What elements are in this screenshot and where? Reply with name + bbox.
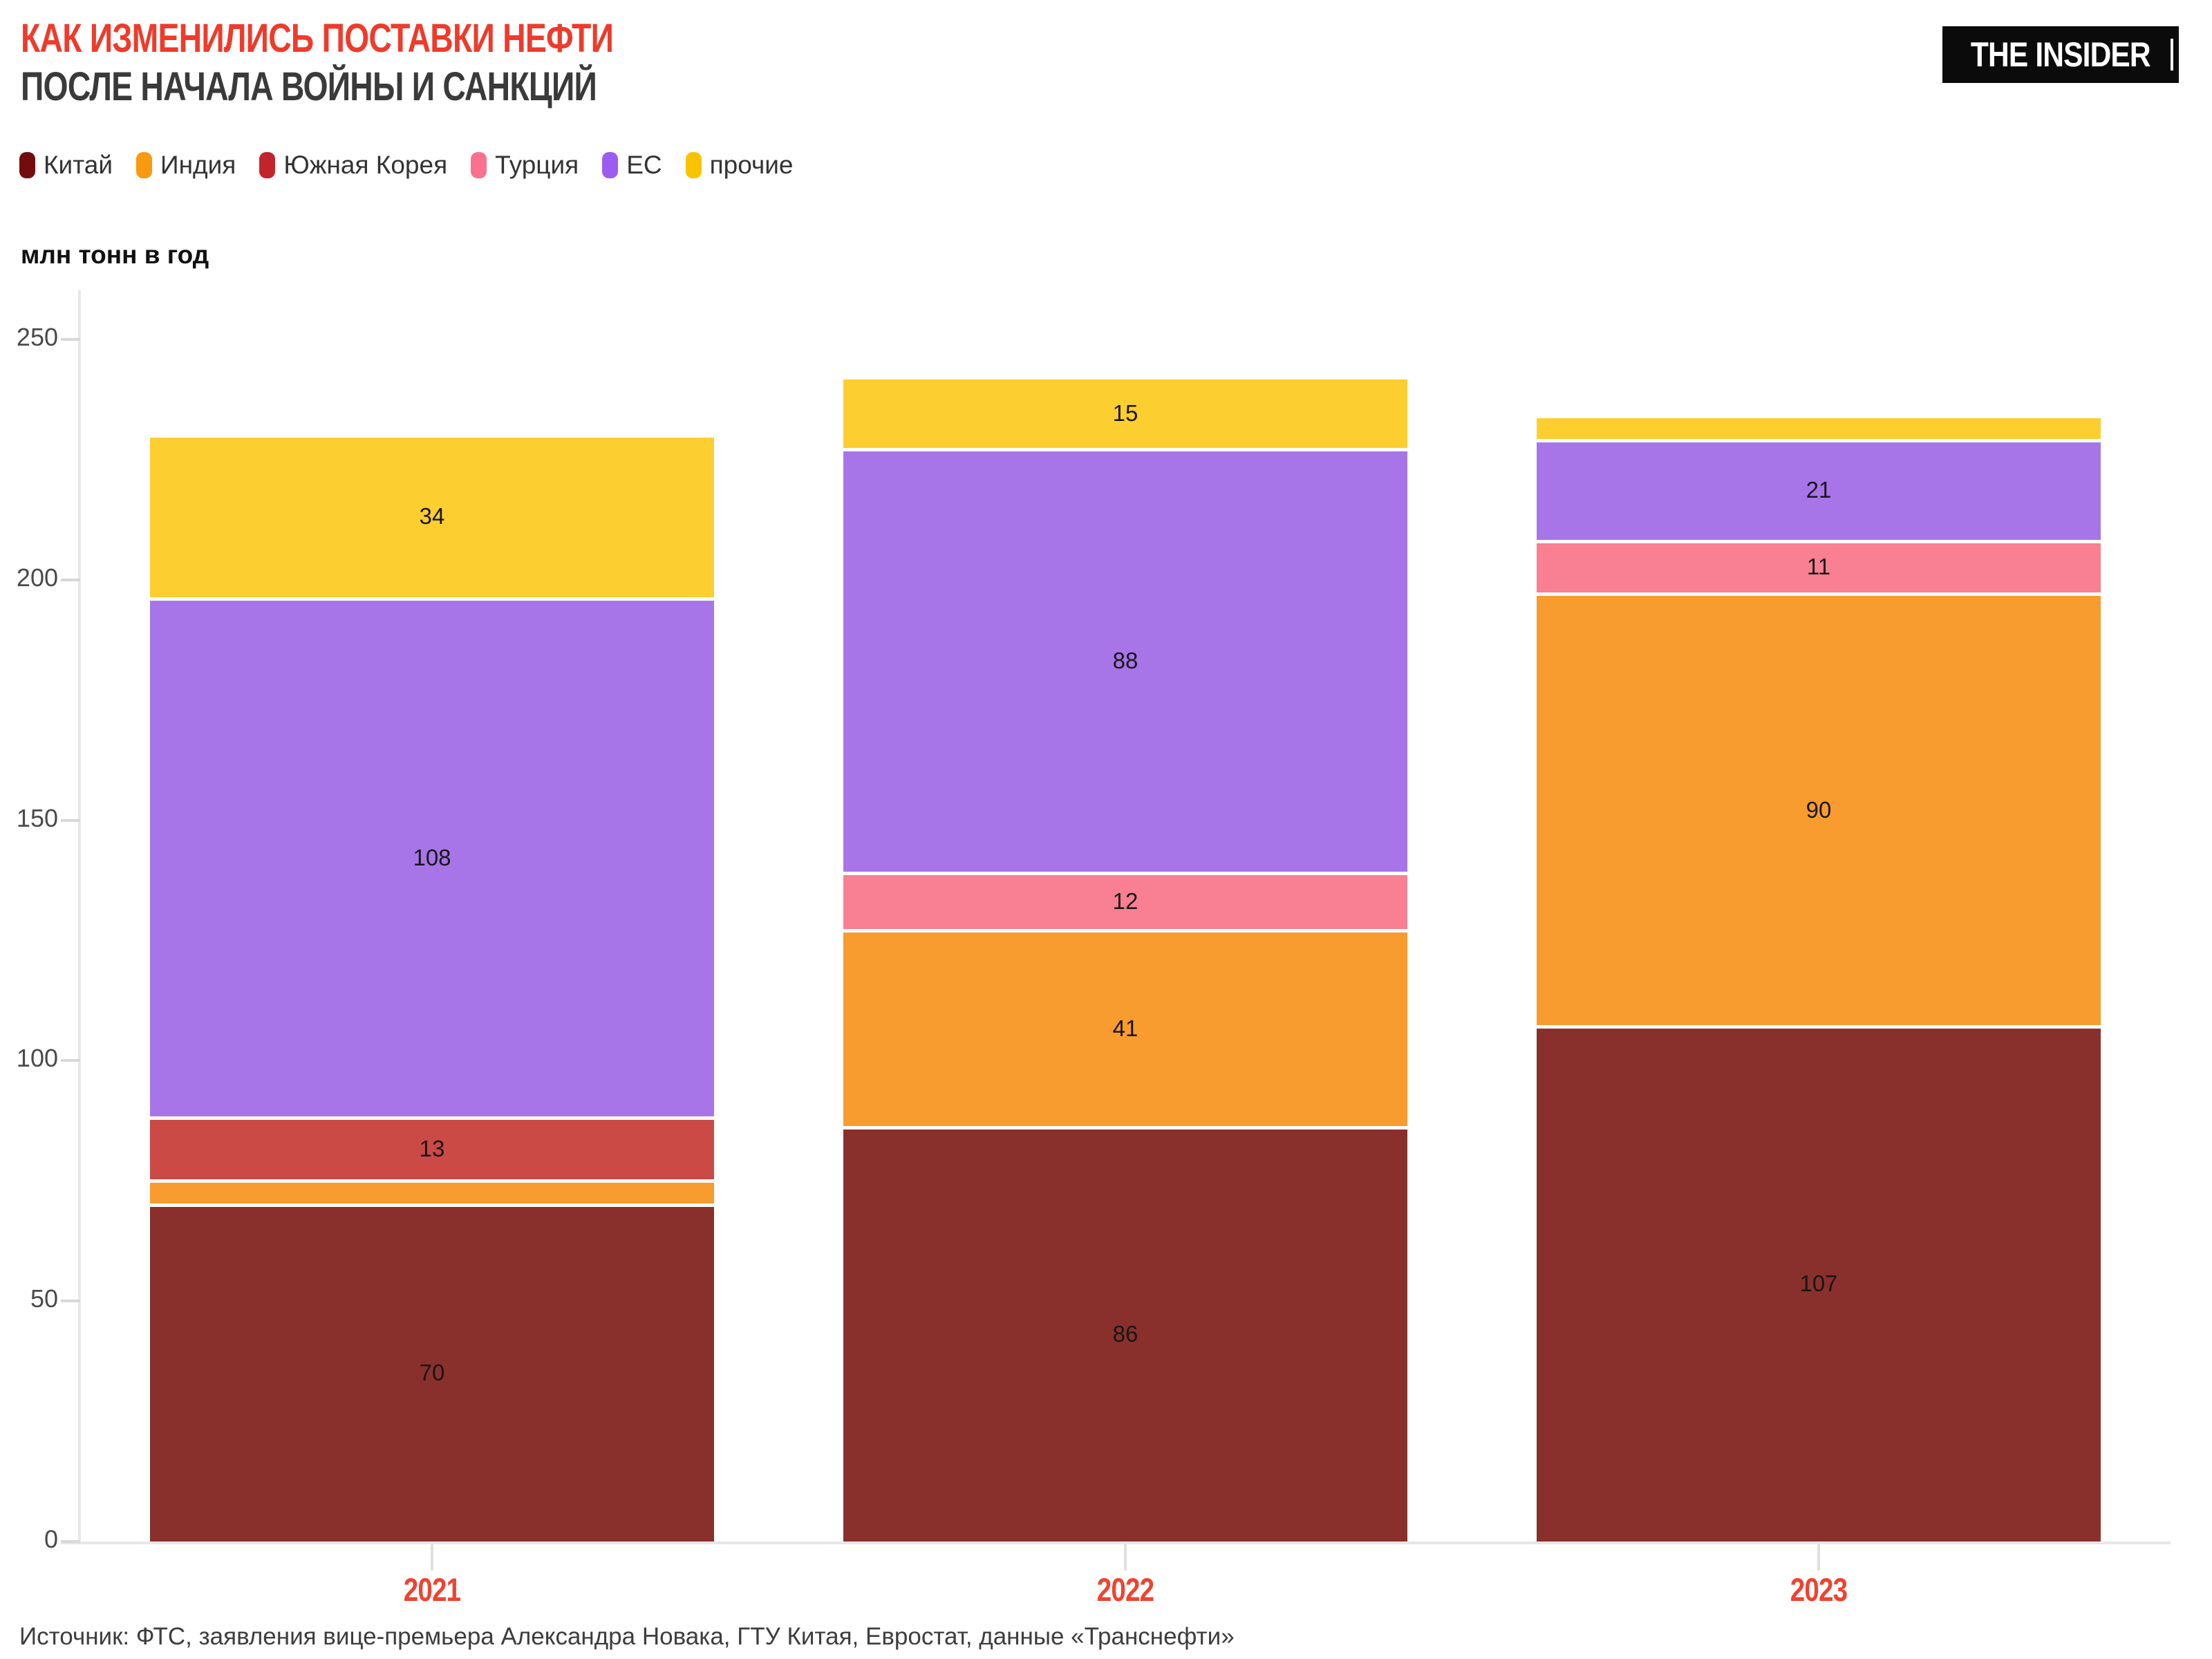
bar-segment-2021-Китай: [150, 1206, 714, 1541]
bar-value-label: 21: [1806, 477, 1832, 503]
legend-swatch-icon: [136, 152, 152, 178]
legend-swatch-icon: [602, 152, 619, 178]
bar-segment-2021-Индия: [150, 1182, 714, 1203]
y-tick-mark: [61, 338, 80, 341]
y-tick-mark: [61, 818, 80, 822]
legend-item-1: Индия: [136, 151, 236, 180]
y-tick-mark: [61, 1300, 80, 1303]
x-axis-line: [61, 1541, 2171, 1544]
y-tick-label: 150: [16, 803, 58, 832]
bar-value-label: 41: [1112, 1015, 1138, 1042]
bar-value-label: 12: [1112, 888, 1138, 914]
bar-value-label: 86: [1112, 1320, 1138, 1347]
y-tick-mark: [61, 578, 80, 581]
bar-segment-2023-Турция: [1537, 543, 2101, 593]
source-note: Источник: ФТС, заявления вице-премьера А…: [19, 1623, 1235, 1650]
page-title-text: КАК ИЗМЕНИЛИСЬ ПОСТАВКИ НЕФТИ: [21, 16, 614, 61]
bar-value-label: 90: [1806, 796, 1832, 823]
bar-segment-2023-Индия: [1537, 596, 2101, 1026]
legend-label: прочие: [709, 151, 794, 179]
legend-swatch-icon: [471, 152, 487, 178]
bar-value-label: 11: [1806, 554, 1831, 580]
x-category-label-2023: 2023: [1790, 1571, 1848, 1608]
legend-swatch-icon: [685, 152, 702, 178]
chart-legend: Китай Индия Южная Корея Турция ЕС прочие: [19, 151, 794, 180]
legend-item-5: прочие: [685, 151, 794, 180]
logo-cursor-bar: [2171, 39, 2173, 71]
y-tick-mark: [61, 1540, 80, 1543]
y-tick-label: 0: [44, 1525, 58, 1553]
y-tick-label: 200: [16, 563, 58, 592]
bar-segment-2023-Китай: [1537, 1029, 2101, 1541]
bar-segment-2022-Китай: [843, 1130, 1407, 1541]
legend-label: Южная Корея: [283, 151, 448, 179]
page-subtitle: ПОСЛЕ НАЧАЛА ВОЙНЫ И САНКЦИЙ: [21, 64, 740, 110]
bar-value-label: 13: [419, 1136, 445, 1162]
legend-label: Индия: [160, 151, 236, 179]
bar-value-label: 34: [419, 503, 445, 529]
legend-item-0: Китай: [19, 151, 113, 180]
legend-item-4: ЕС: [602, 151, 662, 180]
y-tick-label: 100: [16, 1044, 58, 1073]
bar-value-label: 15: [1112, 400, 1138, 426]
bar-segment-2021-прочие: [150, 437, 714, 598]
bar-value-label: 107: [1799, 1270, 1838, 1296]
legend-label: ЕС: [626, 151, 662, 179]
logo-text: THE INSIDER: [1971, 35, 2151, 74]
bar-segment-2021-Южная Корея: [150, 1120, 714, 1179]
legend-item-2: Южная Корея: [259, 151, 447, 180]
y-tick-label: 50: [30, 1284, 58, 1313]
x-tick-mark: [431, 1544, 433, 1571]
page-title: КАК ИЗМЕНИЛИСЬ ПОСТАВКИ НЕФТИ: [21, 15, 761, 62]
legend-label: Китай: [44, 151, 113, 179]
y-axis-line: [78, 290, 81, 1543]
bar-segment-2022-ЕС: [843, 451, 1407, 872]
legend-item-3: Турция: [471, 151, 579, 180]
x-tick-mark: [1817, 1544, 1820, 1571]
page-subtitle-text: ПОСЛЕ НАЧАЛА ВОЙНЫ И САНКЦИЙ: [21, 64, 597, 109]
bar-segment-2022-Турция: [843, 874, 1407, 930]
legend-label: Турция: [495, 151, 579, 179]
legend-swatch-icon: [19, 152, 35, 178]
bar-value-label: 70: [419, 1359, 445, 1385]
y-tick-mark: [61, 1059, 80, 1062]
legend-swatch-icon: [259, 152, 276, 178]
bar-value-label: 88: [1112, 648, 1138, 674]
bar-segment-2023-прочие: [1537, 418, 2101, 439]
bar-value-label: 108: [413, 845, 451, 871]
bar-segment-2021-ЕС: [150, 601, 714, 1117]
bar-segment-2022-прочие: [843, 379, 1407, 449]
x-category-label-2021: 2021: [403, 1571, 461, 1608]
x-category-label-2022: 2022: [1096, 1571, 1154, 1608]
y-axis-title: млн тонн в год: [21, 241, 209, 269]
y-tick-label: 250: [16, 323, 58, 351]
bar-segment-2023-ЕС: [1537, 442, 2101, 540]
bar-segment-2022-Индия: [843, 932, 1407, 1127]
x-tick-mark: [1124, 1544, 1127, 1571]
the-insider-logo: THE INSIDER: [1942, 26, 2179, 83]
